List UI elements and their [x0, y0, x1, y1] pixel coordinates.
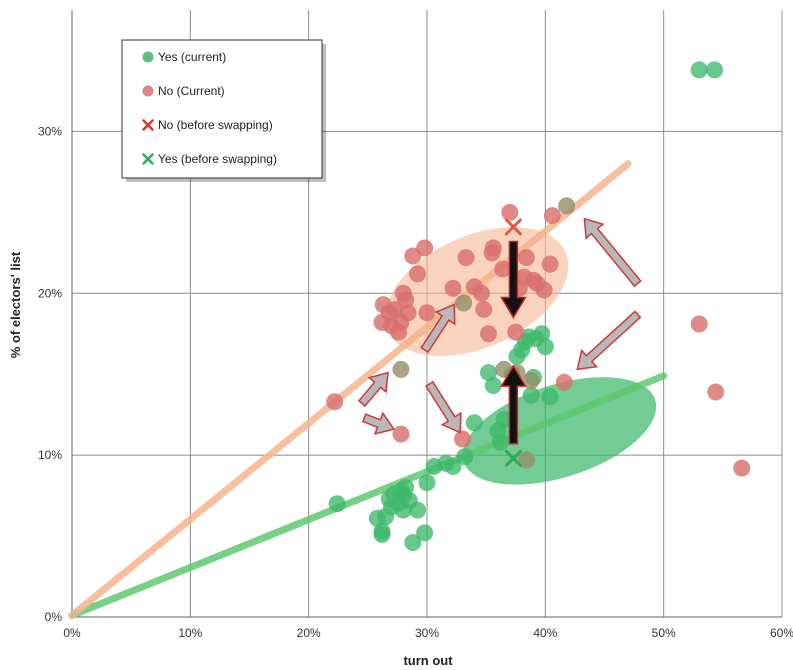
yes-point [480, 364, 498, 382]
x-tick-labels: 0% 10% 20% 30% 40% 50% 60% [63, 626, 793, 640]
x-tick-label: 20% [297, 626, 321, 640]
no-point [690, 315, 708, 333]
legend-marker-circle [142, 85, 154, 97]
swapped-point [455, 294, 473, 312]
yes-point [397, 479, 415, 497]
legend-label: Yes (current) [158, 50, 226, 64]
legend-label: Yes (before swapping) [158, 152, 277, 166]
legend-label: No (before swapping) [158, 118, 273, 132]
no-point [472, 284, 490, 302]
legend: Yes (current) No (Current) No (before swap… [121, 39, 326, 182]
swap-arrow-solid [500, 364, 527, 445]
swapped-point-overlay [517, 451, 535, 469]
y-tick-labels: 0% 10% 20% 30% [38, 124, 62, 624]
legend-label: No (Current) [158, 84, 225, 98]
yes-point [418, 474, 436, 492]
no-point [444, 279, 462, 297]
swap-arrow-solid [500, 240, 527, 319]
swap-arrow-outline [357, 371, 389, 407]
swapped-point [558, 197, 576, 215]
x-tick-label: 50% [652, 626, 676, 640]
no-point [501, 203, 519, 221]
no-before-swap-marker [504, 218, 522, 236]
yes-point [491, 433, 509, 451]
yes-point [690, 61, 708, 79]
swapped-point-overlay [558, 197, 576, 215]
x-tick-label: 0% [63, 626, 81, 640]
no-point [404, 247, 422, 265]
y-tick-label: 0% [45, 610, 63, 624]
swap-arrow-outline [583, 217, 642, 288]
yes-point [706, 61, 724, 79]
yes-trendline [68, 372, 668, 619]
swap-arrow-outline [576, 310, 642, 371]
swap-arrow-outline [361, 411, 396, 435]
no-point [733, 459, 751, 477]
yes-point [373, 525, 391, 543]
no-point [535, 281, 553, 299]
swap-arrows [357, 217, 642, 445]
no-point [517, 249, 535, 267]
trendlines [68, 160, 668, 619]
yes-point [456, 448, 474, 466]
legend-marker-x [142, 119, 154, 131]
no-point [409, 265, 427, 283]
no-point [541, 255, 559, 273]
no-point [326, 393, 344, 411]
no-point [475, 300, 493, 318]
no-point [392, 425, 410, 443]
no-point [555, 373, 573, 391]
no-point [707, 383, 725, 401]
no-point [480, 325, 498, 343]
no-point [543, 207, 561, 225]
yes-point [416, 524, 434, 542]
no-point [418, 304, 436, 322]
y-tick-label: 20% [38, 286, 62, 300]
yes-point [465, 414, 483, 432]
legend-marker-circle [142, 51, 154, 63]
no-point [399, 304, 417, 322]
yes-point [409, 501, 427, 519]
swap-arrow-outline [424, 380, 462, 434]
swap-arrow-outline [420, 303, 456, 354]
y-tick-label: 30% [38, 124, 62, 138]
no-point [416, 239, 434, 257]
yes-point [404, 534, 422, 552]
swapped-point-overlay [455, 294, 473, 312]
no-point [494, 260, 512, 278]
yes-point [522, 386, 540, 404]
no-point [457, 249, 475, 267]
x-tick-label: 40% [533, 626, 557, 640]
swapped-point [517, 451, 535, 469]
swapped-point-overlay [522, 372, 540, 390]
swapped-point [392, 360, 410, 378]
x-tick-label: 60% [770, 626, 793, 640]
y-tick-label: 10% [38, 448, 62, 462]
yes-before-swap-marker [504, 449, 522, 467]
no-point [507, 323, 525, 341]
no-point [484, 239, 502, 257]
yes-point [484, 377, 502, 395]
x-tick-label: 10% [178, 626, 202, 640]
swapped-point [522, 372, 540, 390]
legend-marker-x [142, 153, 154, 165]
yes-point [533, 325, 551, 343]
no-point [397, 291, 415, 309]
no-point [454, 430, 471, 448]
yes-point [495, 411, 513, 429]
swapped-point-overlay [392, 360, 410, 378]
data-points [326, 61, 751, 552]
yes-point [444, 457, 462, 475]
yes-point [328, 495, 346, 513]
x-axis-label: turn out [403, 653, 453, 668]
yes-point [536, 338, 554, 356]
y-axis-label: % of electors' list [8, 251, 23, 358]
no-trendline [68, 160, 632, 619]
yes-point [541, 388, 559, 406]
x-tick-label: 30% [415, 626, 439, 640]
